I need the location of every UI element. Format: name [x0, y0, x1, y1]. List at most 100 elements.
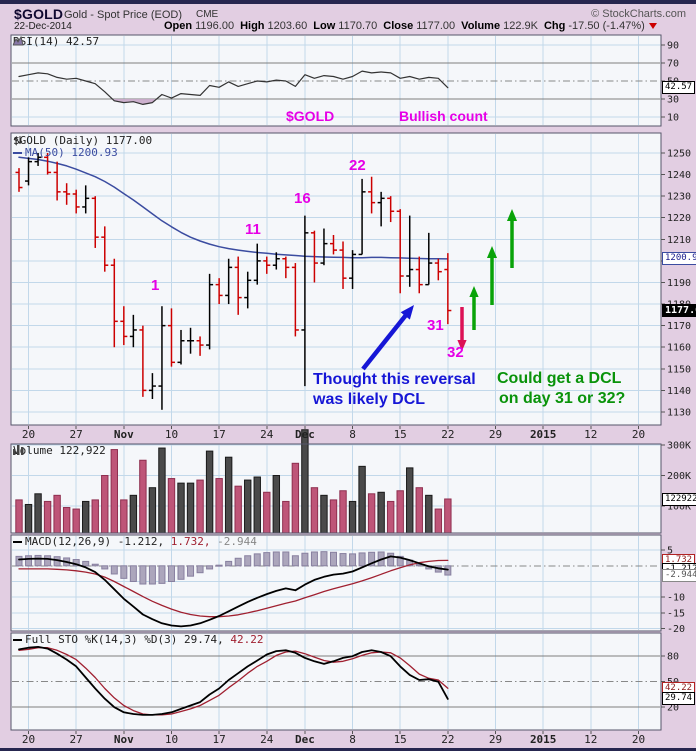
bottom-border	[0, 748, 696, 751]
axis-tick-label: -10	[667, 593, 685, 604]
updown-arrows-icon	[13, 136, 23, 145]
axis-tick-label: 300K	[667, 441, 691, 452]
green-arrow-3	[506, 209, 518, 221]
quote-label-low: Low	[313, 20, 336, 32]
ma50-label-row: MA(50) 1200.93	[13, 147, 152, 159]
cycle-day-11: 11	[245, 221, 261, 238]
green-arrow-1	[469, 286, 479, 297]
date-axis-label: 29	[489, 428, 502, 441]
ma50-label-text: MA(50) 1200.93	[25, 146, 118, 159]
axis-tick-label: 100K	[667, 502, 691, 513]
date-axis-label: 27	[70, 733, 83, 746]
note-reversal-line2: was likely DCL	[313, 391, 426, 408]
volume-panel-label: Volume 122,922	[13, 445, 106, 457]
annotation-bullish-count: Bullish count	[399, 108, 488, 124]
date-axis-label: 10	[165, 428, 178, 441]
quote-value-high: 1203.60	[267, 20, 308, 32]
quote-value-open: 1196.00	[195, 20, 235, 32]
stockcharts-credit: © StockCharts.com	[591, 8, 686, 20]
annotation-gold-title: $GOLD	[286, 108, 335, 124]
axis-tick-label: 1160	[667, 343, 691, 354]
macd-label-text: MACD(12,26,9)	[25, 535, 112, 548]
date-axis-label: Nov	[114, 733, 134, 746]
axis-tick-label: 1210	[667, 235, 691, 246]
sto-panel-label: Full STO %K(14,3) %D(3) 29.74, 42.22	[13, 634, 263, 646]
instrument-name: Gold - Spot Price (EOD)	[64, 9, 182, 21]
macd-signal-value: 1.732,	[170, 535, 211, 548]
axis-tick-label: 1150	[667, 364, 691, 375]
cycle-day-22: 22	[349, 157, 366, 174]
date-axis-label: Dec	[295, 428, 315, 441]
date-axis-label: 10	[165, 733, 178, 746]
date-axis-label: 20	[22, 733, 35, 746]
date-axis-label: 22	[441, 428, 454, 441]
volume-label-text: Volume 122,922	[13, 444, 106, 457]
sto-label-text: Full STO %K(14,3) %D(3)	[25, 633, 178, 646]
rsi-panel-label: RSI(14) 42.57	[13, 36, 99, 48]
quote-value-close: 1177.00	[416, 20, 456, 32]
change-down-icon	[648, 23, 657, 29]
quote-value-volume: 122.9K	[503, 20, 538, 32]
quote-label-high: High	[240, 20, 265, 32]
axis-tick-label: 1240	[667, 170, 691, 181]
quote-row: Open 1196.00 High 1203.60 Low 1170.70 Close 117…	[158, 20, 657, 32]
axis-tick-label: 1230	[667, 192, 691, 203]
date-axis-label: 15	[394, 428, 407, 441]
date-axis-label: 20	[632, 428, 645, 441]
date-axis-label: 2015	[530, 428, 557, 441]
quote-label-chg: Chg	[543, 20, 566, 32]
date-axis-label: 24	[260, 733, 274, 746]
date-axis-label: 22	[441, 733, 454, 746]
rsi-value-box: 42.57	[662, 81, 696, 95]
axis-tick-label: 20	[667, 703, 679, 714]
macd-hist-box: -2.944	[662, 568, 696, 582]
note-dcl-line2: on day 31 or 32?	[499, 390, 626, 407]
axis-tick-label: 10	[667, 113, 679, 124]
top-border	[0, 0, 696, 4]
axis-tick-label: 30	[667, 95, 679, 106]
cycle-day-1: 1	[151, 277, 160, 294]
date-axis-label: Nov	[114, 428, 134, 441]
note-reversal-line1: Thought this reversal	[313, 371, 476, 388]
rsi-indicator-icon	[13, 36, 24, 46]
sto-d-value: 42.22	[230, 633, 264, 646]
date-axis-label: 20	[22, 428, 35, 441]
close-value-box: 1177.00	[662, 304, 696, 318]
volume-value-box: 122922	[662, 492, 696, 506]
note-dcl-line1: Could get a DCL	[497, 370, 622, 387]
date-axis-label: Dec	[295, 733, 315, 746]
axis-tick-label: 5	[667, 546, 673, 557]
date-axis-label: 12	[584, 428, 597, 441]
date-axis-label: 29	[489, 733, 502, 746]
quote-value-chg: -17.50 (-1.47%)	[568, 20, 645, 32]
axis-tick-label: 70	[667, 59, 679, 70]
axis-tick-label: 80	[667, 652, 679, 663]
date-axis-label: 8	[349, 428, 356, 441]
price-panel-label: $GOLD (Daily) 1177.00 MA(50) 1200.93	[13, 135, 152, 159]
price-title-text: $GOLD (Daily) 1177.00	[13, 134, 153, 147]
axis-tick-label: 1250	[667, 149, 691, 160]
axis-tick-label: 1130	[667, 407, 691, 418]
date-axis-label: 8	[349, 733, 356, 746]
sto-line-swatch-icon	[13, 639, 22, 641]
axis-tick-label: 1220	[667, 213, 691, 224]
ma50-line-swatch-icon	[13, 152, 22, 154]
date-axis-label: 15	[394, 733, 407, 746]
quote-label-volume: Volume	[461, 20, 501, 32]
macd-panel-label: MACD(12,26,9) -1.212, 1.732, -2.944	[13, 536, 257, 548]
macd-line-swatch-icon	[13, 541, 22, 543]
cycle-day-32: 32	[447, 344, 464, 361]
axis-tick-label: 1170	[667, 321, 691, 332]
ticker-symbol: $GOLD	[14, 6, 64, 22]
sto-k-box: 29.74	[662, 692, 696, 706]
date-axis-label: 27	[70, 428, 83, 441]
macd-hist-value: -2.944	[217, 535, 257, 548]
date-axis-label: 2015	[530, 733, 557, 746]
rsi-label-text: RSI(14) 42.57	[13, 35, 100, 48]
quote-date: 22-Dec-2014	[14, 21, 72, 32]
pink-down-arrow	[457, 340, 467, 351]
quote-label-open: Open	[164, 20, 193, 32]
macd-value: -1.212,	[117, 535, 165, 548]
